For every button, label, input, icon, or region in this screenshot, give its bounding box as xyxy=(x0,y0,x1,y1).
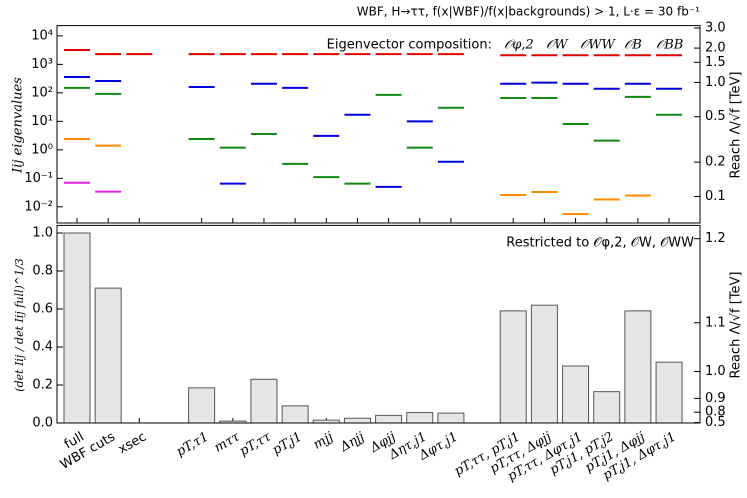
y-axis-label: (det Iij / det Iij full)^1/3 xyxy=(13,258,26,391)
y2-tick-label: 0.2 xyxy=(705,155,726,170)
y-tick-label: 1.0 xyxy=(32,226,53,241)
y-tick-label: 0.8 xyxy=(32,264,53,279)
y2-tick-label: 1.0 xyxy=(705,364,726,379)
y-tick-label: 10³ xyxy=(31,57,53,72)
y-tick-label: 0.0 xyxy=(32,416,53,431)
x-tick-label: pT,j1 xyxy=(270,430,305,459)
bar xyxy=(250,378,278,424)
bar xyxy=(593,391,621,424)
y-tick-label: 10⁻² xyxy=(24,199,53,214)
bar xyxy=(655,361,683,424)
x-tick-label: xsec xyxy=(116,430,149,458)
y-tick-label: 10² xyxy=(31,85,53,100)
y2-tick-label: 0.5 xyxy=(705,415,726,430)
y2-tick-label: 0.5 xyxy=(705,109,726,124)
bar xyxy=(281,405,309,424)
x-tick-label: Δηjj xyxy=(337,430,367,456)
y2-tick-label: 2.0 xyxy=(705,41,726,56)
y-tick-label: 0.4 xyxy=(32,340,53,355)
y-tick-label: 10⁻¹ xyxy=(24,171,53,186)
chart-title: WBF, H→ττ, f(x|WBF)/f(x|backgrounds) > 1… xyxy=(357,5,700,19)
bar xyxy=(624,310,652,424)
y2-tick-label: 3.0 xyxy=(705,21,726,36)
bar xyxy=(343,417,371,424)
x-tick-label: pT,ττ xyxy=(237,429,274,459)
bar xyxy=(499,310,527,424)
legend-label: 𝒪φ,2 xyxy=(504,38,534,53)
y-tick-label: 0.6 xyxy=(32,302,53,317)
bar xyxy=(530,304,558,424)
y2-tick-label: 1.0 xyxy=(705,75,726,90)
bar xyxy=(562,365,590,424)
y2-tick-label: 1.5 xyxy=(705,55,726,70)
legend-label: 𝒪B xyxy=(624,38,642,53)
y2-tick-label: 0.1 xyxy=(705,189,726,204)
x-tick-label: pT,τ1 xyxy=(174,430,212,460)
bar xyxy=(375,414,403,424)
y2-axis-label: Reach Λ/√f [TeV] xyxy=(729,272,744,379)
bar xyxy=(94,287,122,424)
y-tick-label: 10⁴ xyxy=(31,28,53,43)
y-tick-label: 10⁰ xyxy=(31,142,53,157)
annotation: Restricted to 𝒪φ,2, 𝒪W, 𝒪WW xyxy=(506,236,694,251)
bar xyxy=(406,412,434,424)
y-tick-label: 10¹ xyxy=(31,114,53,129)
y2-axis-label: Reach Λ/√f [TeV] xyxy=(729,72,744,179)
bar xyxy=(63,232,91,424)
legend-title: Eigenvector composition: xyxy=(327,38,492,53)
bar xyxy=(188,387,216,424)
legend-label: 𝒪WW xyxy=(580,38,617,53)
plot-frame xyxy=(56,25,701,224)
y-axis-label: Iij eigenvalues xyxy=(11,77,26,174)
y-tick-label: 0.2 xyxy=(32,378,53,393)
y2-tick-label: 1.1 xyxy=(705,315,726,330)
legend-label: 𝒪W xyxy=(546,38,569,53)
x-tick-label: mjj xyxy=(311,430,336,453)
legend-label: 𝒪BB xyxy=(656,38,683,53)
y2-tick-label: 0.9 xyxy=(705,391,726,406)
x-tick-label: mττ xyxy=(212,429,243,456)
y2-tick-label: 1.2 xyxy=(705,231,726,246)
plot-frame xyxy=(56,224,701,424)
bar xyxy=(437,412,465,424)
y2-tick-label: 0.8 xyxy=(705,405,726,420)
